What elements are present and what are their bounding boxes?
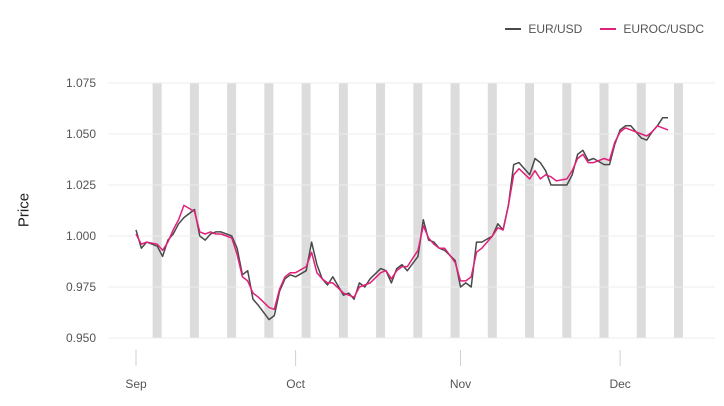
y-tick-label-5: 1.075	[66, 76, 96, 90]
legend: EUR/USD EUROC/USDC	[505, 22, 704, 36]
shaded-ranges	[152, 83, 683, 338]
y-axis-ticks: 0.950 0.975 1.000 1.025 1.050 1.075	[66, 76, 96, 345]
weekend-band-12	[599, 83, 609, 338]
weekend-band-7	[413, 83, 423, 338]
x-axis-ticks: Sep Oct Nov Dec	[125, 350, 631, 391]
series-line-euroc-usdc	[135, 125, 669, 311]
legend-label-euroc-usdc: EUROC/USDC	[623, 22, 704, 36]
series-lines	[135, 116, 669, 321]
weekend-band-14	[674, 83, 683, 338]
gridlines	[108, 82, 715, 339]
weekend-band-5	[338, 83, 348, 338]
legend-item-euroc-usdc[interactable]: EUROC/USDC	[600, 22, 704, 36]
x-tick-label-2: Nov	[450, 377, 471, 391]
x-tick-label-0: Sep	[125, 377, 147, 391]
weekend-band-11	[562, 83, 572, 338]
weekend-band-9	[487, 83, 497, 338]
x-tick-label-1: Oct	[286, 377, 305, 391]
series-line-eur-usd	[135, 116, 668, 321]
weekend-band-8	[450, 83, 460, 338]
y-tick-label-4: 1.050	[66, 127, 96, 141]
weekend-band-4	[301, 83, 311, 338]
weekend-band-3	[264, 83, 274, 338]
y-tick-label-0: 0.950	[66, 331, 96, 345]
y-tick-label-3: 1.025	[66, 178, 96, 192]
weekend-band-2	[227, 83, 237, 338]
weekend-band-10	[525, 83, 535, 338]
weekend-band-0	[152, 83, 162, 338]
x-tick-label-3: Dec	[609, 377, 630, 391]
legend-item-eur-usd[interactable]: EUR/USD	[505, 22, 582, 36]
weekend-band-13	[636, 83, 646, 338]
y-axis-label: Price	[15, 192, 33, 228]
weekend-band-6	[376, 83, 386, 338]
legend-swatch-eur-usd	[505, 28, 522, 30]
legend-label-eur-usd: EUR/USD	[528, 22, 583, 36]
y-tick-label-1: 0.975	[66, 280, 96, 294]
legend-swatch-euroc-usdc	[600, 28, 617, 30]
y-tick-label-2: 1.000	[66, 229, 96, 243]
